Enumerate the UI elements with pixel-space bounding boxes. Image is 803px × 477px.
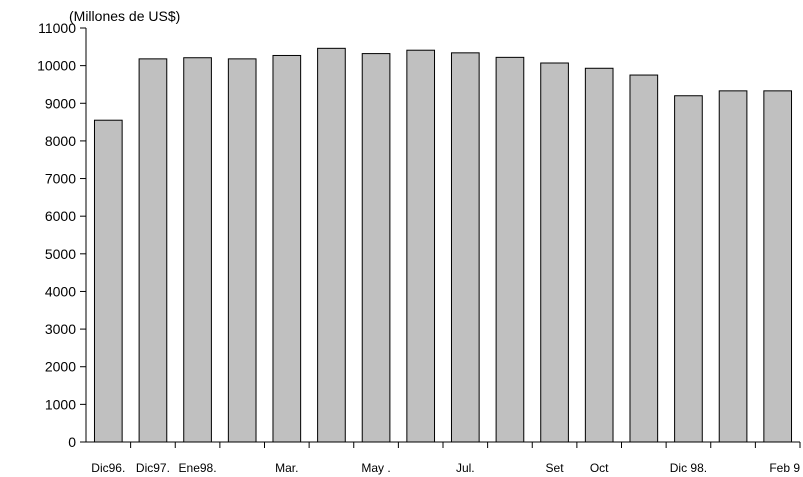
bar [361, 53, 391, 443]
x-tick-label: May . [361, 461, 390, 475]
y-tick-label: 7000 [45, 171, 76, 187]
bar [495, 56, 525, 443]
bar [406, 49, 436, 443]
y-axis: 0 1000 2000 3000 4000 5000 6000 7000 8000 9000 100… [37, 20, 87, 450]
bars [93, 47, 793, 443]
bar [763, 90, 793, 443]
bar [138, 58, 168, 443]
bar [227, 58, 257, 443]
y-tick-label: 3000 [45, 321, 76, 337]
bar [450, 52, 480, 443]
y-tick-label: 8000 [45, 133, 76, 149]
y-tick-label: 4000 [45, 283, 76, 299]
bar [540, 62, 569, 443]
bar [584, 67, 614, 443]
x-tick-label: Mar. [275, 461, 298, 475]
y-tick-label: 0 [68, 434, 76, 450]
x-tick-label: Set [546, 461, 565, 475]
bar [629, 74, 659, 443]
unit-label: (Millones de US$) [69, 8, 180, 24]
y-tick-label: 11000 [38, 20, 76, 36]
bar [674, 95, 703, 443]
bar [718, 90, 748, 443]
bar [317, 47, 346, 443]
x-tick-label: Dic97. [136, 461, 170, 475]
y-tick-label: 10000 [37, 58, 76, 74]
x-tick-label: Dic 98. [670, 461, 707, 475]
y-tick-label: 2000 [45, 359, 76, 375]
bar [183, 57, 212, 443]
x-tick-label: Ene98. [179, 461, 217, 475]
x-tick-label: Jul. [456, 461, 475, 475]
y-tick-label: 1000 [45, 396, 76, 412]
y-tick-label: 5000 [45, 246, 76, 262]
y-tick-label: 9000 [45, 95, 76, 111]
bar [272, 54, 302, 443]
y-tick-label: 6000 [45, 208, 76, 224]
x-tick-label: Oct [590, 461, 609, 475]
x-tick-label: Dic96. [91, 461, 125, 475]
bar [93, 119, 123, 443]
x-tick-label: Feb 9 [769, 461, 800, 475]
x-axis: Dic96. Dic97. Ene98. Mar. May . Jul. Set Oct Dic… [86, 441, 801, 475]
